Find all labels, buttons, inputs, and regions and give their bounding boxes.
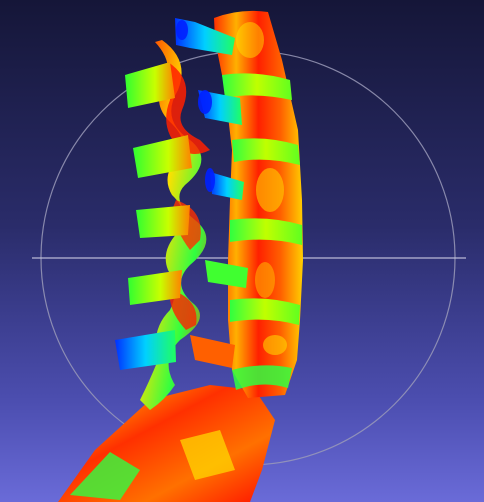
process-5 xyxy=(115,330,176,370)
spine-mesh[interactable] xyxy=(58,10,303,502)
disc-3 xyxy=(230,218,302,245)
process-1 xyxy=(125,62,175,108)
process-2 xyxy=(133,135,192,178)
facet-3 xyxy=(210,172,244,200)
process-3 xyxy=(136,205,190,238)
disc-2 xyxy=(232,138,300,165)
disc-1 xyxy=(222,73,292,100)
facet-top xyxy=(175,18,235,55)
vertebral-column xyxy=(214,10,303,398)
facet-5 xyxy=(190,335,235,368)
facet-4 xyxy=(205,260,248,288)
process-4 xyxy=(128,270,182,305)
disc-4 xyxy=(230,298,300,325)
